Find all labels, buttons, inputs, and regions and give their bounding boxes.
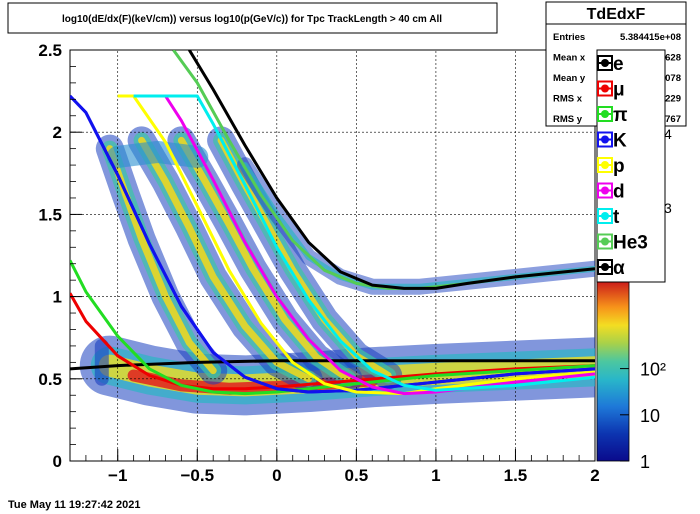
chart-title: log10(dE/dx(F)(keV/cm)) versus log10(p(G… [62,14,442,25]
colorbar-tick-label: 1 [640,452,650,472]
legend-label: p [613,156,625,177]
stats-row-label: Mean x [553,53,586,64]
footer-timestamp: Tue May 11 19:27:42 2021 [8,499,141,511]
y-tick-label: 1.5 [38,205,62,224]
stats-row-value: 5.384415e+08 [620,32,681,43]
theory-curves [70,50,595,396]
colorbar [596,279,630,462]
stats-row-label: Mean y [553,73,586,84]
stats-row-label: Entries [553,32,585,43]
colorbar-tick-label: 10² [640,360,666,380]
x-tick-label: 2 [590,466,599,485]
x-tick-label: 1 [431,466,440,485]
colorbar-ticks: 1 10 10² 4 3 [620,126,672,472]
stats-row-value: 0.1767 [652,114,681,125]
stats-row-label: RMS y [553,114,583,125]
curve-α-black [188,50,595,290]
legend-label: K [613,131,627,152]
x-tick-label: −0.5 [180,466,214,485]
legend-label: μ [613,80,625,101]
x-tick-label: −1 [108,466,127,485]
x-tick-label: 0 [272,466,281,485]
y-tick-label: 1 [53,288,62,307]
legend-label: π [613,105,628,126]
x-tick-label: 1.5 [504,466,528,485]
colorbar-partial-label: 3 [664,200,672,216]
stats-row-value: 0.6078 [652,73,681,84]
x-tick-label: 0.5 [345,466,369,485]
y-tick-label: 2 [53,123,62,142]
stats-row-value: 0.5229 [652,94,681,105]
curve-He3 [133,94,595,392]
colorbar-partial-label: 4 [664,126,672,142]
heat-band-top-blob [106,140,209,168]
heat-band-deuteron-inner [177,136,352,383]
colorbar-tick-label: 10 [640,406,660,426]
legend-label: α [613,258,625,279]
y-tick-label: 2.5 [38,41,62,60]
legend-label: d [613,182,625,203]
curve-d [117,94,595,396]
stats-box-name: TdEdxF [587,6,646,23]
y-tick-label: 0.5 [38,370,62,389]
legend-label: He3 [613,233,648,254]
legend-label: t [613,207,620,228]
legend-label: e [613,54,624,75]
stats-row-label: RMS x [553,94,583,105]
y-tick-label: 0 [53,452,62,471]
curve-μ [70,292,595,391]
title-box [7,2,498,34]
curve-π [70,259,595,396]
stats-row-value: 0.3628 [652,53,681,64]
axes: −1 −0.5 0 0.5 1 1.5 2 0 0.5 1 1.5 2 2.5 [38,41,599,485]
heat-band-proton-inner [138,136,313,383]
curve-p [70,94,595,394]
